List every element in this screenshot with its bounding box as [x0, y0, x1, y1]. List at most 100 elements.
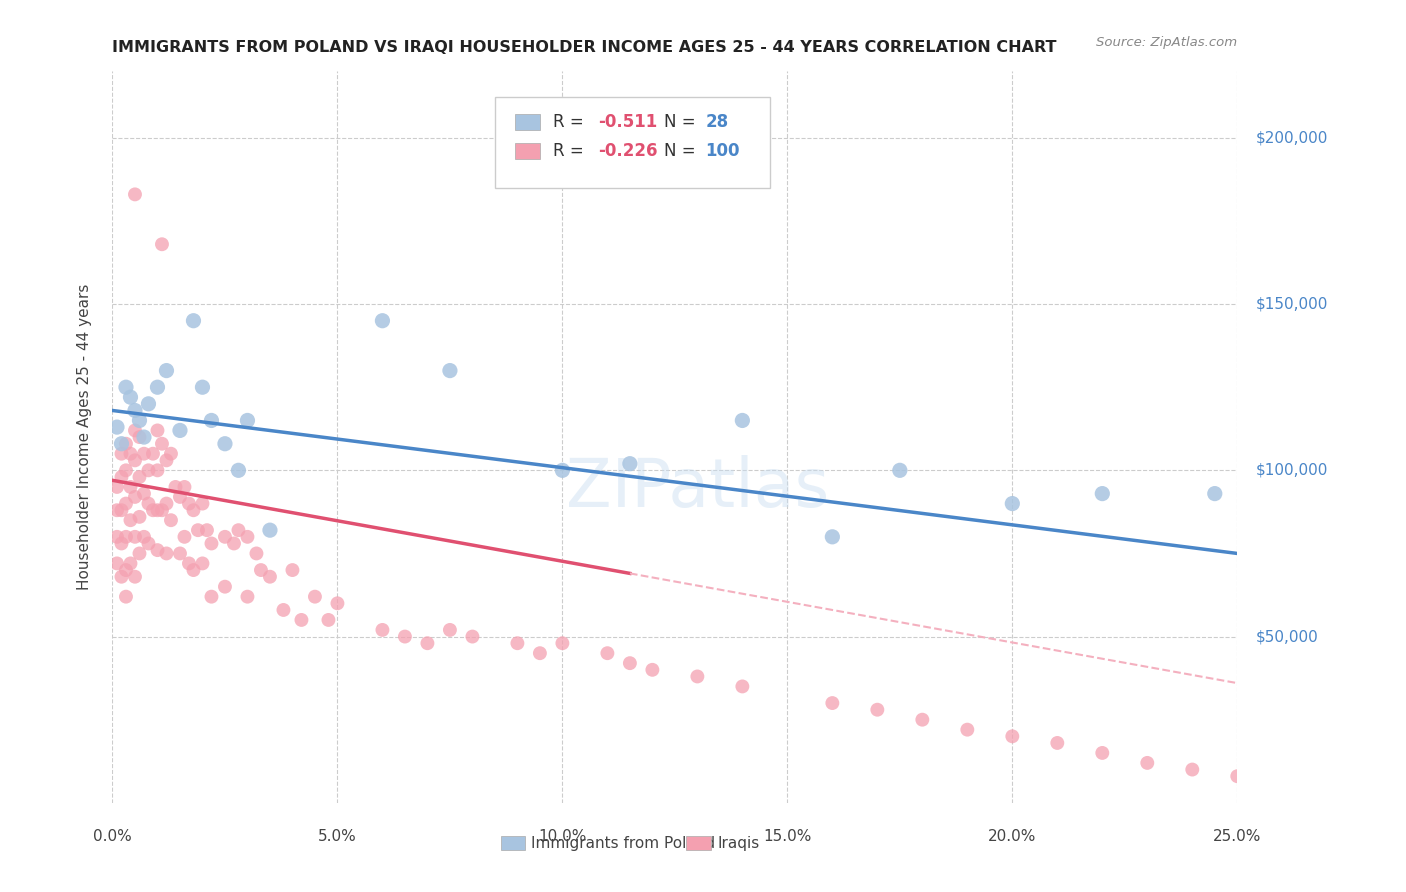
Point — [105, 420, 128, 434]
Point — [120, 557, 142, 571]
Point — [132, 447, 155, 461]
Text: Source: ZipAtlas.com: Source: ZipAtlas.com — [1097, 37, 1237, 49]
Point — [169, 490, 191, 504]
Point — [128, 470, 150, 484]
Point — [259, 523, 281, 537]
Point — [236, 590, 259, 604]
Point — [177, 497, 200, 511]
Point — [142, 447, 165, 461]
Point — [110, 436, 132, 450]
Point — [821, 696, 844, 710]
Point — [160, 513, 183, 527]
Point — [155, 497, 177, 511]
Point — [1136, 756, 1159, 770]
Point — [124, 530, 146, 544]
Point — [138, 536, 160, 550]
Point — [236, 530, 259, 544]
Point — [506, 636, 529, 650]
Point — [290, 613, 312, 627]
Text: Iraqis: Iraqis — [717, 836, 759, 851]
Point — [551, 636, 574, 650]
Point — [124, 187, 146, 202]
Point — [115, 436, 138, 450]
FancyBboxPatch shape — [515, 114, 540, 130]
Text: R =: R = — [554, 112, 589, 131]
Point — [124, 453, 146, 467]
Point — [889, 463, 911, 477]
Point — [281, 563, 304, 577]
Point — [110, 570, 132, 584]
Point — [304, 590, 326, 604]
Point — [169, 546, 191, 560]
Point — [1091, 486, 1114, 500]
Point — [183, 563, 205, 577]
Point — [146, 543, 169, 558]
Text: 28: 28 — [706, 112, 728, 131]
Point — [250, 563, 273, 577]
Point — [821, 530, 844, 544]
Point — [191, 497, 214, 511]
Point — [228, 463, 250, 477]
Point — [619, 457, 641, 471]
Point — [551, 463, 574, 477]
Text: -0.511: -0.511 — [599, 112, 658, 131]
Text: Immigrants from Poland: Immigrants from Poland — [531, 836, 716, 851]
Point — [132, 486, 155, 500]
Text: 100: 100 — [706, 142, 740, 160]
Point — [150, 237, 173, 252]
Point — [150, 436, 173, 450]
Point — [911, 713, 934, 727]
Point — [416, 636, 439, 650]
Point — [105, 530, 128, 544]
Point — [461, 630, 484, 644]
Text: IMMIGRANTS FROM POLAND VS IRAQI HOUSEHOLDER INCOME AGES 25 - 44 YEARS CORRELATIO: IMMIGRANTS FROM POLAND VS IRAQI HOUSEHOL… — [112, 40, 1057, 55]
Point — [731, 413, 754, 427]
Point — [124, 490, 146, 504]
Point — [138, 397, 160, 411]
Point — [439, 363, 461, 377]
Point — [128, 546, 150, 560]
Point — [105, 557, 128, 571]
Point — [110, 447, 132, 461]
Point — [214, 530, 236, 544]
Point — [110, 503, 132, 517]
Point — [155, 546, 177, 560]
FancyBboxPatch shape — [515, 143, 540, 159]
Point — [439, 623, 461, 637]
FancyBboxPatch shape — [495, 97, 770, 188]
Point — [956, 723, 979, 737]
Text: 15.0%: 15.0% — [763, 830, 811, 845]
Point — [138, 463, 160, 477]
Text: -0.226: -0.226 — [599, 142, 658, 160]
Point — [686, 669, 709, 683]
Point — [146, 424, 169, 438]
Point — [641, 663, 664, 677]
Point — [142, 503, 165, 517]
Point — [200, 536, 222, 550]
Point — [1204, 486, 1226, 500]
Text: 0.0%: 0.0% — [93, 830, 132, 845]
Point — [124, 570, 146, 584]
Point — [529, 646, 551, 660]
Text: $150,000: $150,000 — [1256, 297, 1327, 311]
Point — [115, 497, 138, 511]
Point — [128, 430, 150, 444]
Point — [115, 530, 138, 544]
Point — [214, 580, 236, 594]
Point — [120, 447, 142, 461]
Point — [183, 503, 205, 517]
Point — [191, 380, 214, 394]
Point — [236, 413, 259, 427]
Point — [183, 314, 205, 328]
Point — [115, 380, 138, 394]
Point — [273, 603, 295, 617]
Point — [173, 480, 195, 494]
Point — [160, 447, 183, 461]
Point — [394, 630, 416, 644]
Text: 10.0%: 10.0% — [538, 830, 586, 845]
Point — [191, 557, 214, 571]
Point — [105, 503, 128, 517]
Point — [132, 530, 155, 544]
Point — [132, 430, 155, 444]
Point — [371, 623, 394, 637]
